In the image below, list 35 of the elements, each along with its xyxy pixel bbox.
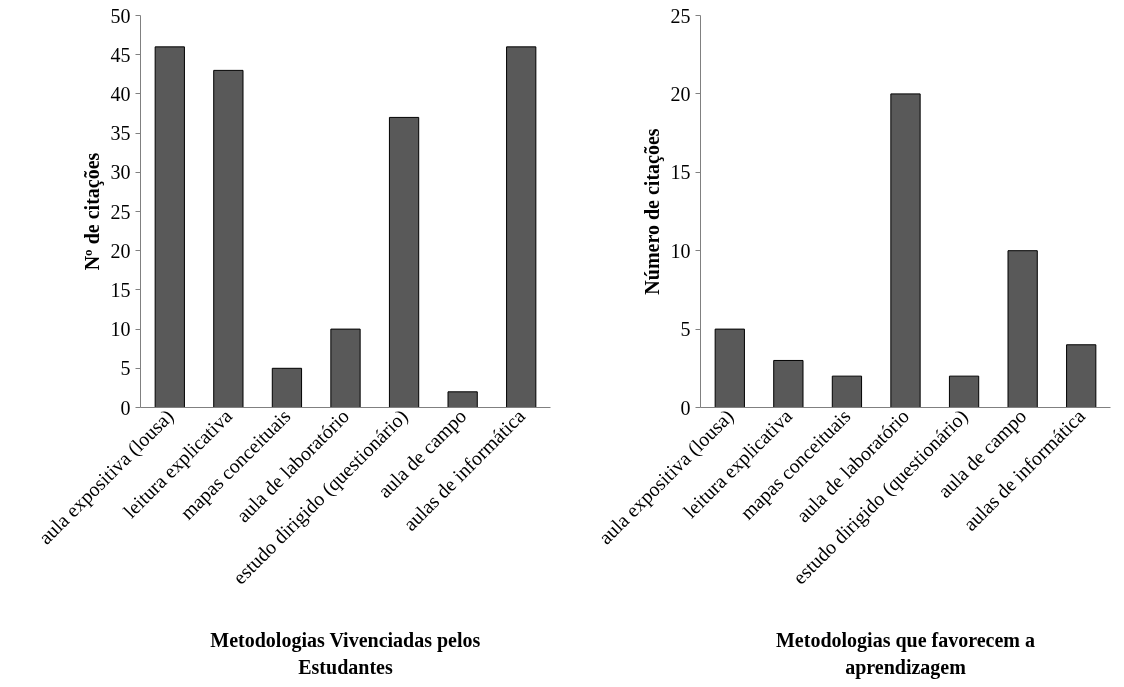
bar: [506, 46, 537, 408]
y-tick-label: 10: [110, 318, 131, 341]
y-tick-label: 20: [110, 239, 131, 262]
bar: [388, 116, 420, 408]
bar: [714, 328, 745, 408]
y-tick-label: 35: [110, 122, 131, 145]
y-tick-label: 20: [670, 82, 691, 105]
x-axis-title: Metodologias que favorecem a aprendizagem: [775, 629, 1036, 679]
y-tick-label: 15: [110, 278, 131, 301]
y-tick-label: 0: [120, 396, 131, 419]
bar: [890, 93, 921, 408]
y-axis-title: Nº de citações: [80, 152, 104, 271]
bar: [831, 375, 863, 408]
y-tick-label: 25: [110, 200, 131, 223]
x-axis-title: Metodologias Vivenciadas pelos Estudantes: [210, 629, 481, 678]
y-tick-label: 50: [110, 4, 131, 27]
bar: [447, 391, 478, 408]
y-tick-label: 5: [120, 357, 131, 380]
bar: [773, 359, 804, 408]
y-tick-label: 40: [110, 82, 131, 105]
y-tick-label: 45: [110, 43, 131, 66]
y-tick-label: 0: [680, 396, 691, 419]
bar: [213, 69, 244, 408]
bar: [1007, 250, 1038, 408]
y-tick-label: 30: [110, 161, 131, 184]
bar: [330, 328, 361, 408]
y-tick-label: 15: [670, 161, 691, 184]
y-axis-title: Número de citações: [640, 128, 664, 295]
bar: [948, 375, 980, 408]
y-tick-label: 5: [680, 318, 691, 341]
y-tick-label: 10: [670, 239, 691, 262]
y-tick-label: 25: [670, 4, 691, 27]
bar: [271, 367, 303, 408]
bar: [154, 46, 185, 408]
bar: [1066, 344, 1097, 408]
